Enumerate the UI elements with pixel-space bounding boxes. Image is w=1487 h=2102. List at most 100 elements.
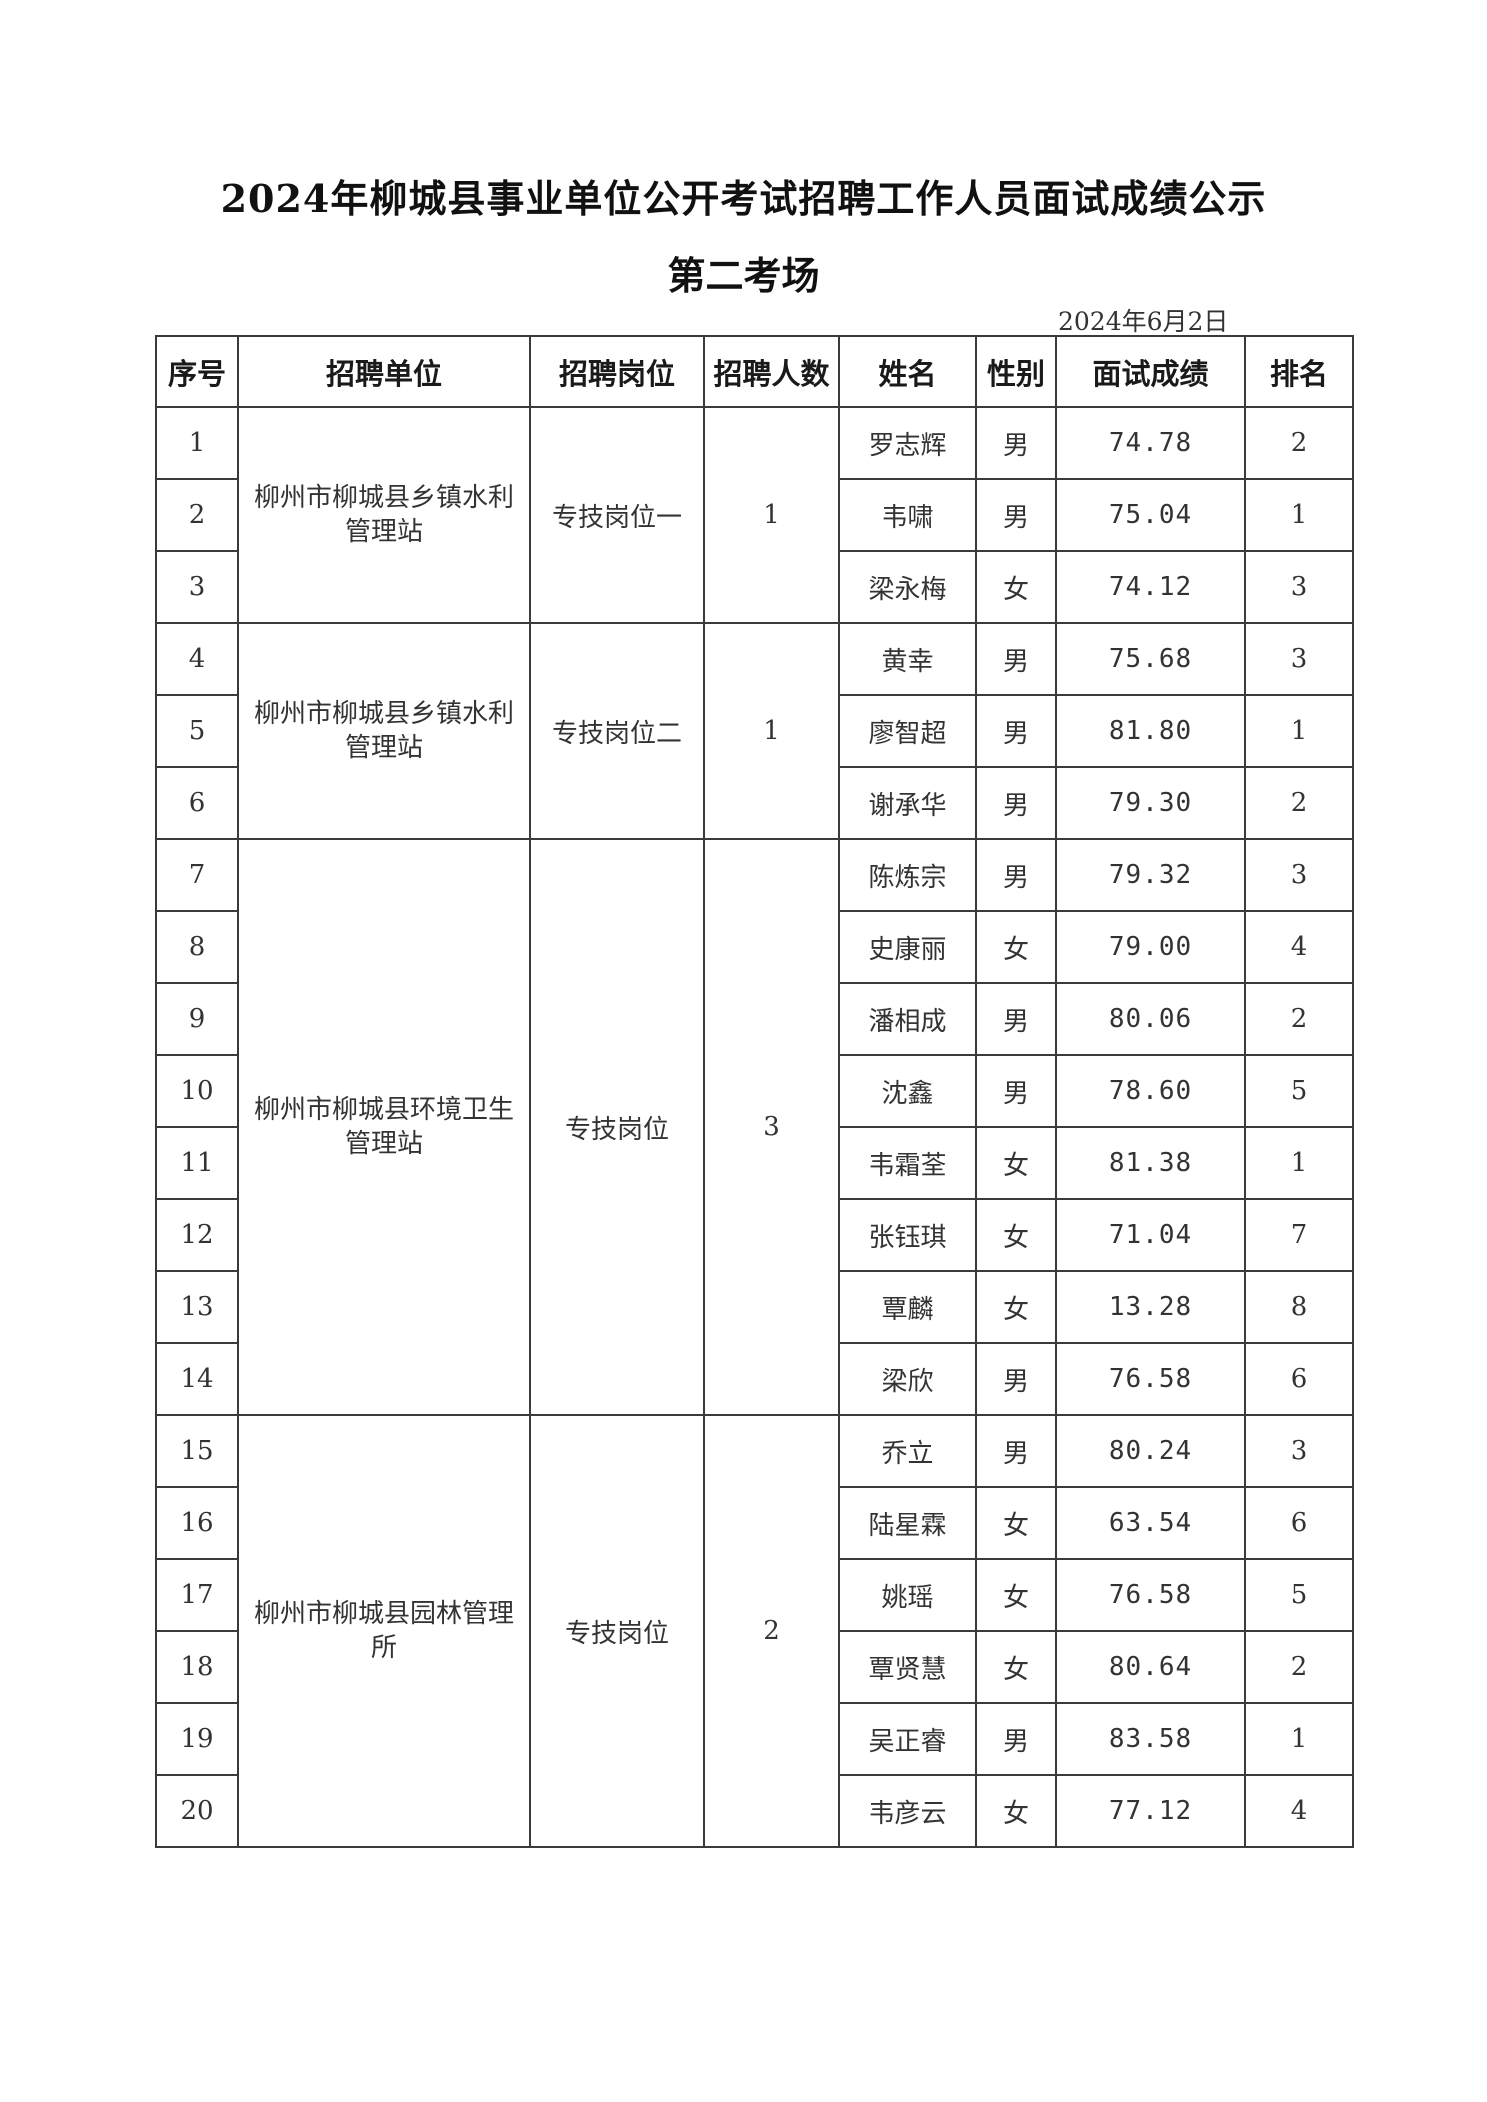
cell-no: 14: [155, 1342, 239, 1416]
table-row: 17 姚瑶女 76.58 5: [155, 1558, 1354, 1632]
cell-count: 2: [703, 1414, 840, 1848]
cell-name: 黄幸: [838, 622, 977, 696]
cell-gender: 男: [975, 838, 1057, 912]
cell-rank: 3: [1244, 622, 1354, 696]
header-position: 招聘岗位: [529, 335, 705, 408]
cell-no: 1: [155, 406, 239, 480]
cell-no: 2: [155, 478, 239, 552]
cell-score: 75.68: [1055, 622, 1246, 696]
table-row: 18 覃贤慧女 80.64 2: [155, 1630, 1354, 1704]
table-row: 2 韦啸男 75.04 1: [155, 478, 1354, 552]
cell-no: 16: [155, 1486, 239, 1560]
cell-no: 13: [155, 1270, 239, 1344]
cell-no: 20: [155, 1774, 239, 1848]
table-row: 11 韦霜荃女 81.38 1: [155, 1126, 1354, 1200]
cell-unit: 柳州市柳城县环境卫生管理站: [237, 838, 531, 1416]
header-count: 招聘人数: [703, 335, 840, 408]
cell-no: 7: [155, 838, 239, 912]
cell-gender: 男: [975, 1702, 1057, 1776]
cell-name: 覃贤慧: [838, 1630, 977, 1704]
header-name: 姓名: [838, 335, 977, 408]
cell-gender: 女: [975, 1198, 1057, 1272]
cell-score: 74.78: [1055, 406, 1246, 480]
cell-name: 韦啸: [838, 478, 977, 552]
cell-name: 陆星霖: [838, 1486, 977, 1560]
cell-score: 81.80: [1055, 694, 1246, 768]
header-unit: 招聘单位: [237, 335, 531, 408]
table-row: 12 张钰琪女 71.04 7: [155, 1198, 1354, 1272]
table-header-row: 序号 招聘单位 招聘岗位 招聘人数 姓名 性别 面试成绩 排名: [155, 335, 1354, 408]
cell-gender: 男: [975, 1414, 1057, 1488]
cell-rank: 2: [1244, 406, 1354, 480]
cell-gender: 男: [975, 478, 1057, 552]
cell-score: 79.32: [1055, 838, 1246, 912]
table-row: 15 柳州市柳城县园林管理所 专技岗位 2 乔立男 80.24 3: [155, 1414, 1354, 1848]
cell-gender: 女: [975, 1270, 1057, 1344]
cell-score: 83.58: [1055, 1702, 1246, 1776]
table-row: 16 陆星霖女 63.54 6: [155, 1486, 1354, 1560]
cell-name: 沈鑫: [838, 1054, 977, 1128]
cell-name: 吴正睿: [838, 1702, 977, 1776]
cell-name: 张钰琪: [838, 1198, 977, 1272]
cell-rank: 6: [1244, 1342, 1354, 1416]
cell-rank: 2: [1244, 766, 1354, 840]
cell-score: 76.58: [1055, 1558, 1246, 1632]
cell-score: 74.12: [1055, 550, 1246, 624]
header-gender: 性别: [975, 335, 1057, 408]
table-row: 1 柳州市柳城县乡镇水利管理站 专技岗位一 1 罗志辉男 74.78 2: [155, 406, 1354, 624]
cell-rank: 1: [1244, 1702, 1354, 1776]
cell-rank: 5: [1244, 1054, 1354, 1128]
cell-no: 15: [155, 1414, 239, 1488]
cell-gender: 女: [975, 1486, 1057, 1560]
cell-gender: 女: [975, 1774, 1057, 1848]
cell-gender: 女: [975, 1630, 1057, 1704]
cell-name: 梁永梅: [838, 550, 977, 624]
cell-score: 77.12: [1055, 1774, 1246, 1848]
cell-no: 11: [155, 1126, 239, 1200]
cell-name: 乔立: [838, 1414, 977, 1488]
table-row: 7 柳州市柳城县环境卫生管理站 专技岗位 3 陈炼宗男 79.32 3: [155, 838, 1354, 1416]
cell-rank: 2: [1244, 1630, 1354, 1704]
cell-no: 17: [155, 1558, 239, 1632]
cell-count: 3: [703, 838, 840, 1416]
cell-rank: 5: [1244, 1558, 1354, 1632]
cell-rank: 3: [1244, 1414, 1354, 1488]
cell-gender: 男: [975, 982, 1057, 1056]
exam-room-subtitle: 第二考场: [667, 253, 820, 298]
page-title: 2024年柳城县事业单位公开考试招聘工作人员面试成绩公示: [220, 176, 1267, 221]
cell-no: 18: [155, 1630, 239, 1704]
cell-unit: 柳州市柳城县园林管理所: [237, 1414, 531, 1848]
table-row: 13 覃麟女 13.28 8: [155, 1270, 1354, 1344]
cell-name: 覃麟: [838, 1270, 977, 1344]
cell-rank: 4: [1244, 910, 1354, 984]
cell-gender: 男: [975, 1054, 1057, 1128]
table-row: 8 史康丽女 79.00 4: [155, 910, 1354, 984]
table-row: 20 韦彦云女 77.12 4: [155, 1774, 1354, 1848]
cell-score: 76.58: [1055, 1342, 1246, 1416]
cell-name: 韦彦云: [838, 1774, 977, 1848]
cell-gender: 男: [975, 1342, 1057, 1416]
cell-rank: 1: [1244, 694, 1354, 768]
cell-no: 10: [155, 1054, 239, 1128]
cell-name: 韦霜荃: [838, 1126, 977, 1200]
cell-rank: 1: [1244, 1126, 1354, 1200]
table-row: 14 梁欣男 76.58 6: [155, 1342, 1354, 1416]
cell-score: 13.28: [1055, 1270, 1246, 1344]
cell-name: 廖智超: [838, 694, 977, 768]
cell-gender: 女: [975, 550, 1057, 624]
cell-unit: 柳州市柳城县乡镇水利管理站: [237, 406, 531, 624]
cell-name: 梁欣: [838, 1342, 977, 1416]
header-rank: 排名: [1244, 335, 1354, 408]
cell-score: 80.06: [1055, 982, 1246, 1056]
cell-score: 79.00: [1055, 910, 1246, 984]
cell-name: 罗志辉: [838, 406, 977, 480]
cell-score: 80.64: [1055, 1630, 1246, 1704]
cell-gender: 女: [975, 1126, 1057, 1200]
cell-score: 81.38: [1055, 1126, 1246, 1200]
table-row: 5 廖智超男 81.80 1: [155, 694, 1354, 768]
table-row: 19 吴正睿男 83.58 1: [155, 1702, 1354, 1776]
cell-position: 专技岗位二: [529, 622, 705, 840]
header-score: 面试成绩: [1055, 335, 1246, 408]
cell-score: 63.54: [1055, 1486, 1246, 1560]
cell-no: 12: [155, 1198, 239, 1272]
